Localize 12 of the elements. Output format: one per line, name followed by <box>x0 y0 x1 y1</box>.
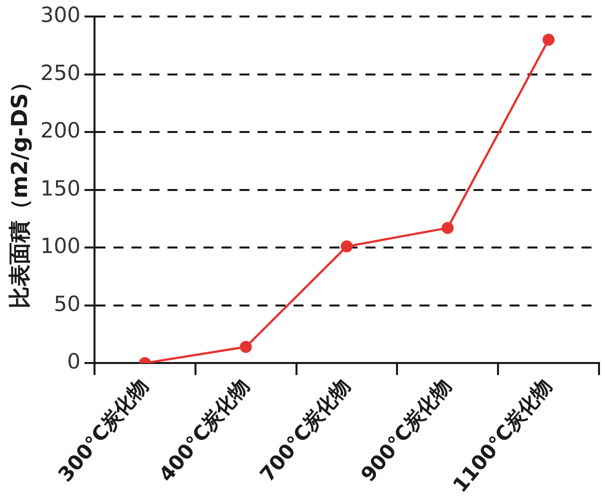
point <box>542 34 555 46</box>
y-tick-label: 300 <box>40 3 80 28</box>
point <box>442 222 454 234</box>
point <box>340 240 353 252</box>
y-tick-label: 0 <box>67 350 80 374</box>
y-tick-label: 200 <box>40 118 80 143</box>
y-tick-label: 150 <box>40 176 80 200</box>
point <box>240 340 252 353</box>
y-axis-title: 比表面積（m2/g-DS） <box>8 71 33 308</box>
y-tick-label: 50 <box>54 292 80 316</box>
y-tick-label: 250 <box>40 60 80 85</box>
y-tick-label: 100 <box>40 234 80 258</box>
